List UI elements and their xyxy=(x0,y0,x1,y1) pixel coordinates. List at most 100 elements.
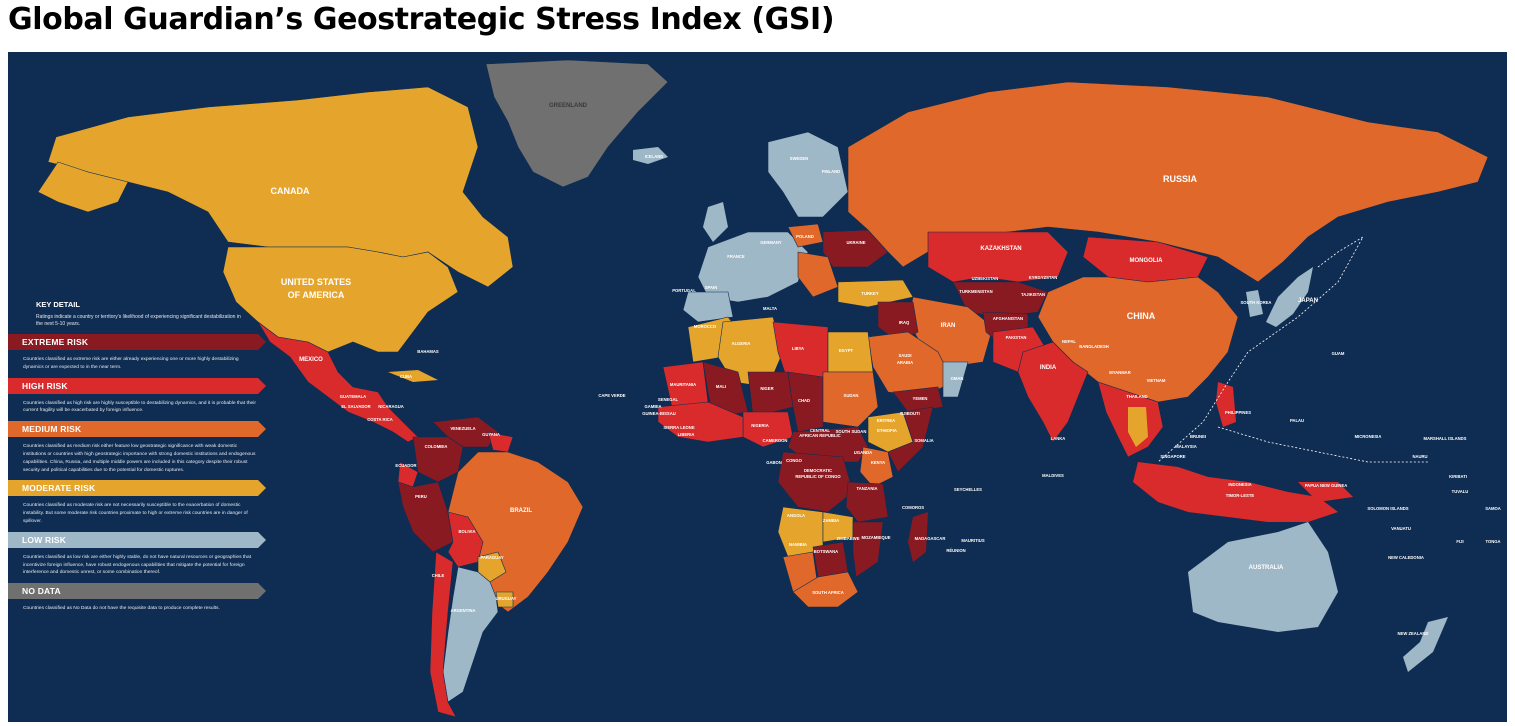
country-argentina[interactable] xyxy=(442,566,499,703)
label-drc-2: REPUBLIC OF CONGO xyxy=(795,474,841,479)
label-gambia: GAMBIA xyxy=(645,404,662,409)
country-indonesia[interactable] xyxy=(1133,462,1338,522)
label-new-zealand: NEW ZEALAND xyxy=(1398,631,1429,636)
country-drc[interactable] xyxy=(777,451,854,513)
country-iceland[interactable] xyxy=(633,147,668,164)
country-yemen[interactable] xyxy=(892,386,944,413)
label-peru: PERU xyxy=(415,494,427,499)
dotted-line-pacific xyxy=(1217,426,1428,463)
label-guam: GUAM xyxy=(1332,351,1345,356)
country-chile[interactable] xyxy=(429,551,457,718)
country-kenya[interactable] xyxy=(859,446,894,488)
label-mali: MALI xyxy=(716,384,726,389)
country-mozambique[interactable] xyxy=(852,521,884,578)
country-india[interactable] xyxy=(1017,341,1089,443)
country-chad[interactable] xyxy=(787,371,824,433)
legend-desc-low: Countries classified as low risk are eit… xyxy=(23,554,252,576)
region-scandinavia[interactable] xyxy=(767,131,849,218)
country-greenland[interactable] xyxy=(485,59,669,188)
country-usa-alaska[interactable] xyxy=(37,161,129,213)
label-brazil: BRAZIL xyxy=(510,508,532,514)
country-niger[interactable] xyxy=(747,371,794,418)
label-india: INDIA xyxy=(1040,365,1057,371)
country-madagascar[interactable] xyxy=(908,512,928,562)
country-tanzania[interactable] xyxy=(845,481,889,523)
label-mozambique: MOZAMBIQUE xyxy=(861,535,890,540)
legend-key-subtitle: Ratings indicate a country or territory’… xyxy=(36,314,241,327)
region-balkans[interactable] xyxy=(797,251,839,298)
label-thailand: THAILAND xyxy=(1126,394,1147,399)
region-west-africa[interactable] xyxy=(657,401,744,443)
country-cuba[interactable] xyxy=(388,370,438,382)
label-russia: RUSSIA xyxy=(1163,174,1198,184)
label-uruguay: URUGUAY xyxy=(496,596,517,601)
country-botswana[interactable] xyxy=(812,541,849,578)
legend-band-no-data: NO DATA xyxy=(8,583,268,600)
region-central-africa[interactable] xyxy=(787,426,869,463)
country-uruguay[interactable] xyxy=(495,591,514,608)
country-spain[interactable] xyxy=(682,291,734,323)
country-uk[interactable] xyxy=(703,202,728,242)
label-samoa: SAMOA xyxy=(1485,506,1501,511)
country-australia[interactable] xyxy=(1188,522,1338,632)
label-seychelles: SEYCHELLES xyxy=(954,487,982,492)
label-tajikistan: TAJIKISTAN xyxy=(1021,292,1045,297)
legend-band-low: LOW RISK xyxy=(8,531,268,548)
country-oman[interactable] xyxy=(942,361,969,398)
label-turkey: TURKEY xyxy=(861,291,878,296)
label-sierra-leone: SIERRA LEONE xyxy=(663,425,694,430)
label-nicaragua: NICARAGUA xyxy=(378,404,404,409)
legend-band-medium: MEDIUM RISK xyxy=(8,421,268,438)
label-cameroon: CAMEROON xyxy=(763,438,788,443)
region-western-europe[interactable] xyxy=(697,231,809,303)
country-south-korea[interactable] xyxy=(1246,290,1263,317)
label-myanmar: MYANMAR xyxy=(1109,370,1130,375)
label-libya: LIBYA xyxy=(792,346,804,351)
label-saudi-1: SAUDI xyxy=(898,353,911,358)
label-namibia: NAMIBIA xyxy=(789,542,807,547)
label-el-salvador: EL SALVADOR xyxy=(341,404,370,409)
label-chile: CHILE xyxy=(432,573,445,578)
country-peru[interactable] xyxy=(397,481,454,553)
label-pakistan: PAKISTAN xyxy=(1006,335,1027,340)
country-bolivia[interactable] xyxy=(447,511,484,568)
legend-band-high: HIGH RISK xyxy=(8,377,268,394)
legend-label-moderate: MODERATE RISK xyxy=(22,483,96,494)
country-papua-new-guinea[interactable] xyxy=(1298,482,1353,502)
label-micronesia: MICRONESIA xyxy=(1355,434,1382,439)
country-japan[interactable] xyxy=(1266,267,1313,327)
label-nauru: NAURU xyxy=(1412,454,1427,459)
label-congo: CONGO xyxy=(786,458,803,463)
country-kazakhstan[interactable] xyxy=(927,231,1069,283)
country-paraguay[interactable] xyxy=(477,551,507,583)
country-somalia[interactable] xyxy=(887,406,934,473)
country-philippines[interactable] xyxy=(1216,382,1236,427)
band-shape xyxy=(8,377,266,394)
label-reunion: RÉUNION xyxy=(946,548,965,553)
country-new-zealand[interactable] xyxy=(1403,617,1448,672)
label-chad: CHAD xyxy=(798,398,810,403)
label-solomon-islands: SOLOMON ISLANDS xyxy=(1367,506,1408,511)
label-botswana: BOTSWANA xyxy=(814,549,838,554)
label-uganda: UGANDA xyxy=(854,450,872,455)
label-eritrea: ERITREA xyxy=(877,418,895,423)
country-south-africa[interactable] xyxy=(792,571,859,608)
label-guyana: GUYANA xyxy=(482,432,500,437)
label-tuvalu: TUVALU xyxy=(1452,489,1469,494)
label-oman: OMAN xyxy=(951,376,964,381)
label-usa-1: UNITED STATES xyxy=(281,277,351,287)
label-sudan: SUDAN xyxy=(844,393,859,398)
label-portugal: PORTUGAL xyxy=(672,288,696,293)
country-thailand[interactable] xyxy=(1128,407,1148,447)
country-canada[interactable] xyxy=(47,86,514,288)
label-south-korea: SOUTH KOREA xyxy=(1241,300,1272,305)
label-iraq: IRAQ xyxy=(899,320,910,325)
label-indonesia: INDONESIA xyxy=(1228,482,1251,487)
legend-label-medium: MEDIUM RISK xyxy=(22,424,82,435)
band-shape xyxy=(8,480,266,497)
band-shape xyxy=(8,421,266,438)
label-singapore: SINGAPORE xyxy=(1160,454,1185,459)
label-vietnam: VIETNAM xyxy=(1147,378,1166,383)
page-title: Global Guardian’s Geostrategic Stress In… xyxy=(8,2,835,37)
label-mexico: MEXICO xyxy=(299,357,323,363)
